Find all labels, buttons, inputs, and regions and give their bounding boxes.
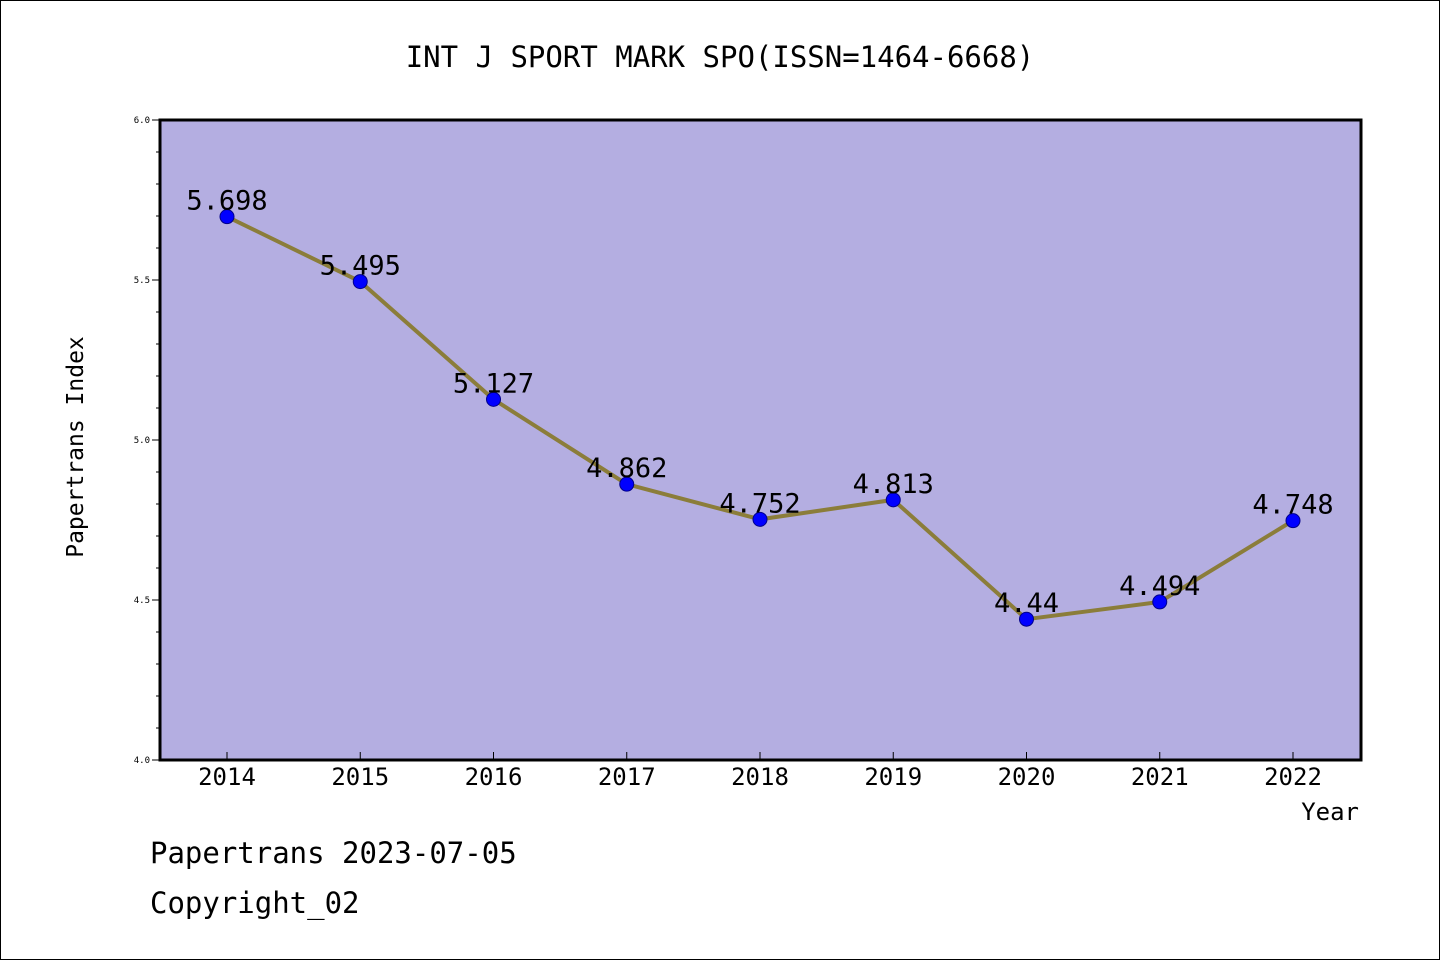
- y-tick-label: 4.5: [134, 596, 150, 606]
- y-tick-label: 4.0: [134, 756, 150, 766]
- y-tick-label: 6.0: [134, 116, 150, 126]
- series-layer: 5.698 5.495 5.127 4.862 4.752 4.813 4.44 4.494 4…: [186, 186, 1334, 627]
- y-axis-label: Papertrans Index: [63, 336, 89, 558]
- x-tick-label: 2015: [331, 763, 389, 791]
- data-label: 4.862: [586, 453, 667, 484]
- data-point: [219, 209, 235, 225]
- chart-title: INT J SPORT MARK SPO(ISSN=1464-6668): [406, 40, 1035, 74]
- data-point: [752, 511, 768, 527]
- y-tick-label: 5.5: [134, 276, 150, 286]
- data-point: [1152, 594, 1168, 610]
- data-label: 4.813: [853, 469, 934, 500]
- data-point: [619, 476, 635, 492]
- x-tick-label: 2020: [998, 763, 1056, 791]
- x-tick-label: 2019: [864, 763, 922, 791]
- y-axis: 4.0 4.5 5.0 5.5 6.0: [134, 116, 160, 766]
- copyright-text: Copyright_02: [150, 886, 360, 920]
- x-tick-label: 2018: [731, 763, 789, 791]
- data-label: 5.127: [453, 368, 534, 399]
- data-point: [352, 274, 368, 290]
- data-point: [1285, 513, 1301, 529]
- x-tick-label: 2017: [598, 763, 656, 791]
- source-date-text: Papertrans 2023-07-05: [150, 836, 517, 870]
- plot-area: [158, 118, 1363, 762]
- x-axis: 2014 2015 2016 2017 2018 2019 2020 2021 2022: [198, 752, 1322, 791]
- x-tick-label: 2021: [1131, 763, 1189, 791]
- data-label: 5.698: [186, 186, 267, 217]
- data-label: 4.44: [994, 588, 1059, 619]
- data-point: [1019, 611, 1034, 627]
- data-point: [486, 391, 501, 407]
- data-label: 4.752: [719, 488, 800, 519]
- data-label: 4.494: [1119, 571, 1200, 602]
- x-tick-label: 2016: [465, 763, 523, 791]
- data-label: 5.495: [320, 251, 401, 282]
- data-point: [885, 492, 901, 508]
- y-tick-label: 5.0: [134, 436, 150, 446]
- x-tick-label: 2022: [1264, 763, 1322, 791]
- x-tick-label: 2014: [198, 763, 256, 791]
- x-axis-label: Year: [1301, 798, 1359, 826]
- data-label: 4.748: [1252, 490, 1333, 521]
